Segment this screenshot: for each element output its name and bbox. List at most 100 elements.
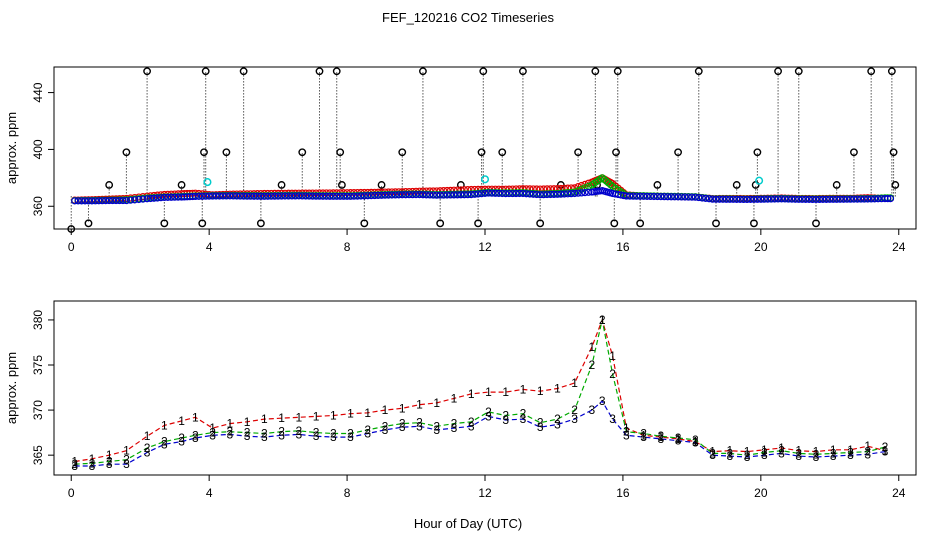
series-1-mark: 1 [744,445,751,459]
top-calibration-spikes [67,67,900,233]
series-3-point [353,192,362,200]
calibration-spike-point [177,181,186,189]
series-3-point [502,190,510,198]
bottom-x-tick-label: 8 [344,486,351,500]
series-3-point [171,193,179,201]
series-3-point [131,196,139,204]
series-3-point [460,191,468,199]
series-3-point [733,195,741,203]
series-2-mark: 2 [144,441,151,455]
series-3-point [219,192,227,200]
series-1-mark: 1 [864,439,871,453]
series-3-mark: 3 [847,448,854,462]
calibration-spike-point [612,148,620,157]
series-3-point [488,189,496,197]
series-3-point [143,195,151,203]
series-1-mark: 1 [830,443,837,457]
series-3-mark: 3 [161,437,168,451]
series-3-mark: 3 [623,428,630,442]
series-2-mark: 2 [295,424,302,438]
series-3-point [743,195,751,204]
calibration-spike-point [198,219,207,228]
series-3-point [135,195,143,204]
calibration-spike-point [201,67,210,76]
series-3-point [691,193,699,201]
series-3-point [446,191,455,199]
top-x-tick-label: 24 [892,240,906,254]
series-3-point [367,192,375,200]
series-2-mark: 2 [261,427,268,441]
series-1-mark: 1 [178,414,185,428]
series-3-point [481,189,489,197]
series-3-mark: 3 [106,457,113,471]
series-3-point [260,192,268,200]
series-3-mark: 3 [571,412,578,426]
series-3-point [646,192,655,201]
series-1-mark: 1 [571,376,578,390]
series-3-mark: 3 [599,394,606,408]
series-3-point [71,197,79,205]
series-1-mark: 1 [778,441,785,455]
series-1-mark: 1 [761,443,768,457]
series-3-point [364,192,372,200]
series-3-mark: 3 [864,447,871,461]
series-2-mark: 2 [89,456,96,470]
series-3-point [443,191,451,199]
series-1-mark: 1 [330,408,337,422]
calibration-spike-point [610,219,619,228]
series-3-mark: 3 [520,412,527,426]
calibration-spike-point [332,67,341,76]
series-3-point [777,195,786,203]
series-3-point [157,194,165,202]
series-2-mark: 2 [278,425,285,439]
series-3-point [533,190,541,199]
series-3-point [477,190,486,198]
series-3-point [215,192,224,200]
series-2-mark: 2 [830,446,837,460]
top-y-tick-label: 440 [31,82,45,102]
series-3-point [246,192,255,200]
series-3-point [705,195,713,203]
series-2-line [74,319,886,465]
series-1-mark: 1 [295,410,302,424]
series-3-mark: 3 [192,431,199,445]
series-2-mark: 2 [433,419,440,433]
series-3-point [309,192,317,200]
series-3-mark: 3 [502,413,509,427]
series-3-point [198,192,206,200]
calibration-spike-point [850,148,858,157]
bottom-x-tick-label: 24 [892,486,906,500]
series-3-point [350,192,358,200]
series-3-point [450,191,458,199]
series-3-point [836,195,844,203]
series-3-point [457,191,465,199]
series-2-mark: 2 [847,445,854,459]
series-2-mark: 2 [623,425,630,439]
series-3-point [150,194,158,202]
series-3-mark: 3 [537,420,544,434]
calibration-spike-point [398,148,407,157]
series-3-point [333,192,341,200]
series-3-point [760,195,768,203]
series-3-point [774,195,782,203]
series-3-point [640,192,648,200]
calibration-spike-point [750,219,758,228]
series-3-point [326,192,334,200]
series-3-mark: 3 [227,427,234,441]
series-3-point [315,192,324,200]
series-3-point [829,195,837,203]
series-3-point [515,189,524,198]
top-series-points [71,174,895,205]
series-1-mark: 1 [640,428,647,442]
series-2-mark: 2 [347,427,354,441]
series-1-mark: 1 [89,452,96,466]
series-3-point [229,192,237,200]
series-3-mark: 3 [744,450,751,464]
series-3-point [126,196,135,204]
calibration-spike-point [774,67,782,76]
bottom-x-tick-label: 0 [68,486,75,500]
series-2-mark: 2 [709,446,716,460]
series-3-point [750,195,758,203]
series-3-point [653,192,662,201]
series-3-point [305,192,313,200]
